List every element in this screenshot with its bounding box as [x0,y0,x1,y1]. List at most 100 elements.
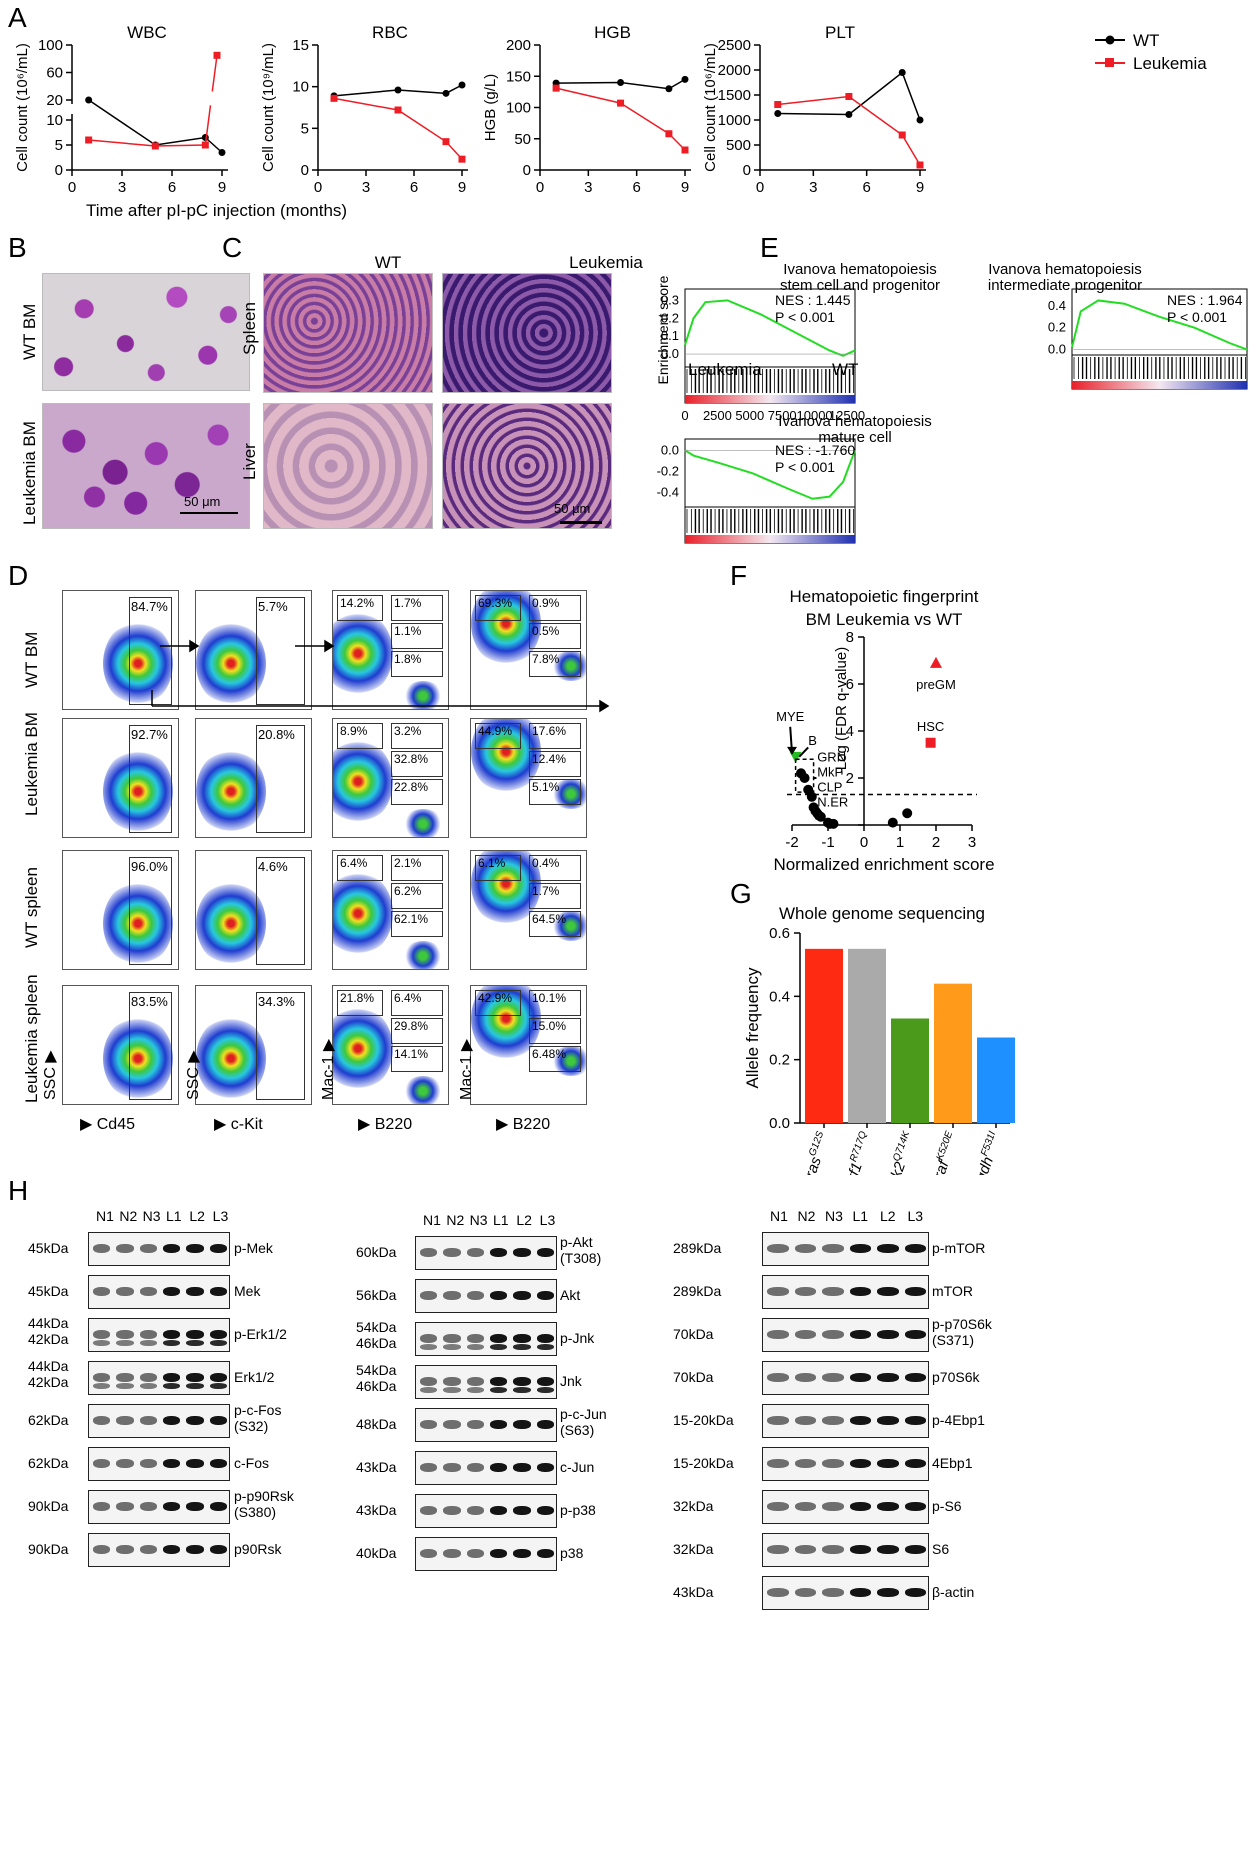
chart-title: Whole genome sequencing [779,904,985,923]
kda-label: 43kDa [356,1502,397,1518]
flow-plot-r3-c3: 6.4% 2.1% 6.2% 62.1% [332,850,449,970]
label-GRN: GRN [817,750,846,765]
lane-label: N2 [119,1208,138,1224]
gate-percent: 6.4% [391,990,443,1016]
kda-label: 45kDa [28,1240,69,1256]
gate-percent: 29.8% [391,1018,443,1044]
lane-label: N3 [142,1208,161,1224]
kda-label: 54kDa [356,1362,397,1378]
gsea-title-line2: mature cell [818,429,891,446]
x-tick-label: 9 [681,179,689,196]
kda-label: 46kDa [356,1378,397,1394]
y-axis-label: HGB (g/L) [482,74,499,142]
bar-Braf [934,983,972,1123]
gate-percent: 2.1% [391,855,443,881]
protein-label: Akt [560,1287,581,1303]
gsea-x-tick: 7500 [768,408,797,423]
gate-percent: 1.1% [391,623,443,649]
kda-label: 289kDa [673,1283,722,1299]
blot-Mek [88,1275,230,1309]
lane-label: L1 [166,1208,182,1224]
y-tick-label: 1000 [718,112,751,129]
data-point-leukemia [151,142,159,150]
col-label-leukemia: Leukemia [569,253,643,272]
gate-percent: 6.1% [475,855,521,881]
lane-label: N3 [469,1212,488,1228]
legend: WT Leukemia [1095,31,1207,73]
gsea-y-tick: 0.1 [661,328,679,343]
gate-percent: 1.7% [529,883,581,909]
flow-y-axis-SSC: SSC ▶ [42,1050,59,1100]
gate-percent: 21.8% [337,990,383,1016]
kda-label: 15-20kDa [673,1455,734,1471]
blot-p-Jnk [415,1322,557,1356]
data-point-leukemia [442,138,450,146]
lane-label: L2 [189,1208,205,1224]
y-tick-label: 200 [506,37,531,54]
y-axis-label: Cell count (10⁹/mL) [260,43,277,172]
gsea-x-tick: 2500 [703,408,732,423]
gsea-x-tick: 10000 [797,408,833,423]
category-label: Trerf1R717Q [835,1130,877,1175]
data-point-leukemia [665,130,673,138]
category-label: NrasG12S [796,1130,834,1175]
gsea-y-tick: 0.0 [1048,342,1066,357]
y-tick-label: 50 [514,131,531,148]
gsea-y-tick: 0.4 [1048,298,1066,313]
gsea-title-line2: intermediate progenitor [988,277,1142,294]
data-point-leukemia [681,146,689,154]
blot-Jnk [415,1365,557,1399]
chart-title: WBC [127,23,167,42]
lane-label: L3 [539,1212,556,1228]
x-tick-label: 3 [584,179,592,196]
kda-label: 40kDa [356,1545,397,1561]
lane-label: N2 [797,1208,816,1224]
gate-percent: 62.1% [391,911,443,937]
protein-label: p-p38 [560,1502,596,1518]
panel-g-bar-chart: Whole genome sequencing 0.0 0.2 0.4 0.6 Allel… [743,904,1015,1175]
lane-label: L3 [212,1208,229,1224]
gate-percent: 6.2% [391,883,443,909]
kda-label: 46kDa [356,1335,397,1351]
data-point-wt [916,116,924,124]
gate-percent: 5.1% [529,779,581,805]
series-line-leukemia [333,97,463,160]
blot-p-4Ebp1 [762,1404,929,1438]
data-point-leukemia [201,141,209,149]
protein-label: mTOR [932,1283,973,1299]
lane-label: N1 [96,1208,114,1224]
label-MkP: MkP [817,765,843,780]
flow-plot-r4-c4: 42.9% 10.1% 15.0% 6.48% [470,985,587,1105]
blot-p-p90Rsk [88,1490,230,1524]
flow-x-axis-B220: ▶ B220 [358,1116,413,1133]
gate-percent: 3.2% [391,723,443,749]
y-tick-label: 0 [523,162,531,179]
data-point-wt [442,89,450,97]
panel-label-h: H [8,1175,29,1206]
blot-β-actin [762,1576,929,1610]
bar-Grik2 [891,1018,929,1123]
gate-percent: 14.1% [391,1046,443,1072]
y-tick-label: 60 [46,65,63,82]
data-point-wt [617,79,625,86]
label-B: B [808,733,817,748]
flow-plot-r2-c2: 20.8% [195,718,312,838]
y-tick-label: 0.0 [769,1115,790,1132]
data-point-leukemia [330,94,338,102]
data-point-leukemia [458,155,466,163]
protein-label: p-Erk1/2 [234,1326,287,1342]
data-point-leukemia [552,84,560,92]
x-tick-label: 0 [860,834,868,851]
lane-label: L2 [880,1208,896,1224]
x-axis-label: Time after pI-pC injection (months) [86,201,347,220]
kda-label: 42kDa [28,1331,69,1347]
blot-p90Rsk [88,1533,230,1567]
protein-label: p-mTOR [932,1240,986,1256]
label-N.ER: N.ER [817,795,848,810]
x-tick-label: 9 [458,179,466,196]
nes-value: NES : 1.964 [1167,292,1243,308]
protein-label: p-Jnk [560,1330,595,1346]
flow-plot-r3-c1: 96.0% [62,850,179,970]
gate-percent: 6.48% [529,1046,581,1072]
flow-y-axis-Mac-1: Mac-1 ▶ [320,1038,337,1100]
